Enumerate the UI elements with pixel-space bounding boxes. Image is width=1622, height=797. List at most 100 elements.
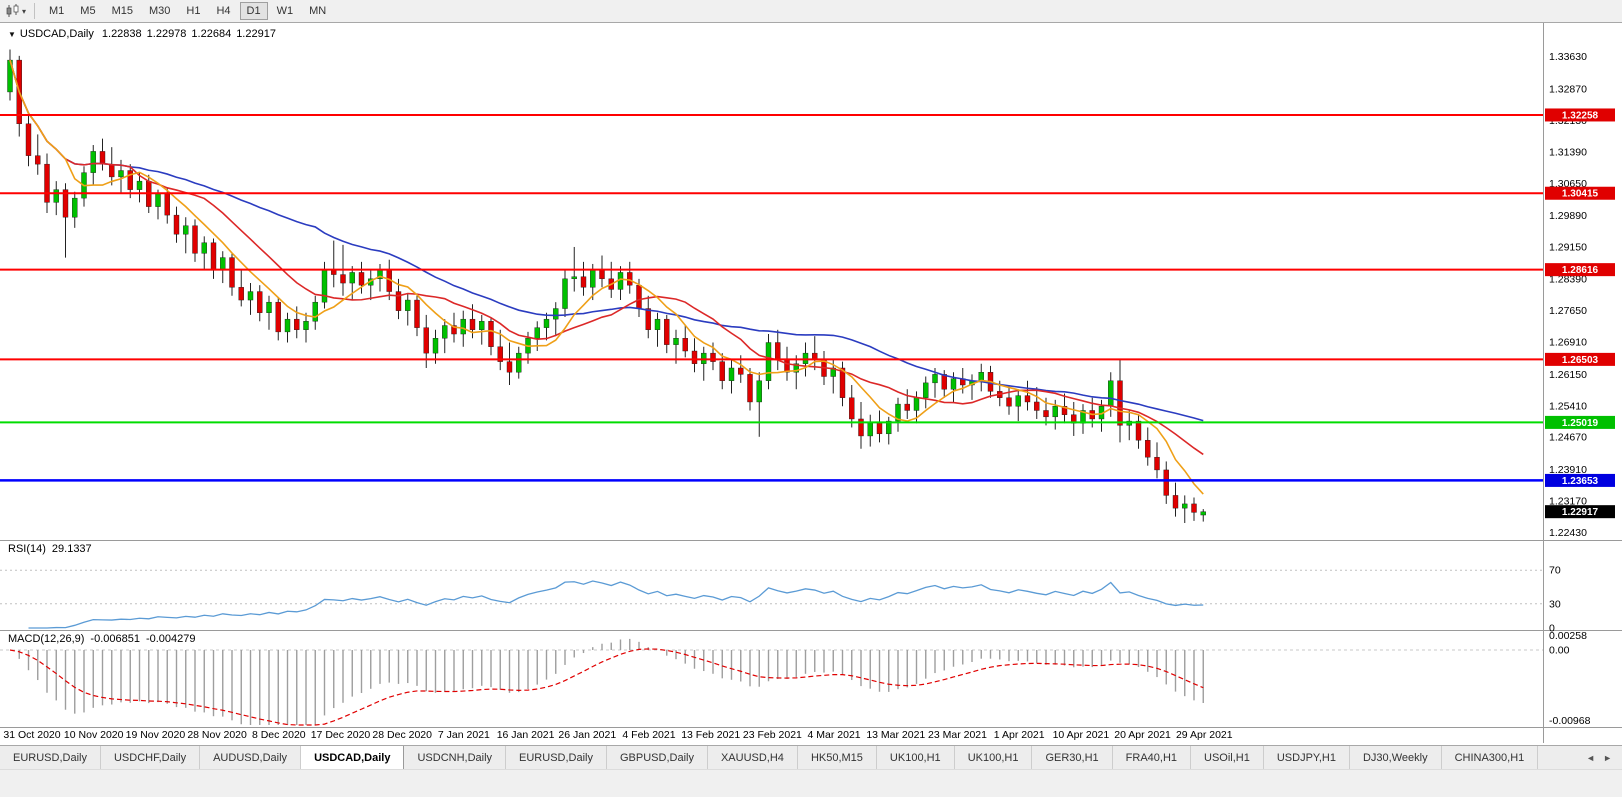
macd-axis-label: -0.00968 bbox=[1549, 715, 1591, 727]
date-label: 1 Apr 2021 bbox=[994, 729, 1045, 741]
price-badge: 1.25019 bbox=[1545, 415, 1615, 429]
tab-dj30-weekly[interactable]: DJ30,Weekly bbox=[1349, 746, 1442, 769]
price-tick: 1.28390 bbox=[1549, 274, 1587, 286]
price-tick: 1.29890 bbox=[1549, 210, 1587, 222]
price-badge: 1.28616 bbox=[1545, 263, 1615, 277]
high-value: 1.22978 bbox=[146, 28, 187, 40]
price-chart[interactable]: 1.336301.328701.321301.313901.306501.298… bbox=[0, 0, 1622, 745]
symbol-timeframe-label: USDCAD,Daily bbox=[19, 28, 94, 40]
tab-fra40-h1[interactable]: FRA40,H1 bbox=[1112, 746, 1192, 769]
timeframe-toolbar: ▾ M1 M5 M15 M30 H1 H4 D1 W1 MN bbox=[0, 0, 1622, 23]
price-badge: 1.32258 bbox=[1545, 108, 1615, 122]
tab-usdjpy-h1[interactable]: USDJPY,H1 bbox=[1263, 746, 1350, 769]
tab-ger30-h1[interactable]: GER30,H1 bbox=[1032, 746, 1113, 769]
rsi-value: 29.1337 bbox=[51, 543, 92, 555]
timeframe-button-m15[interactable]: M15 bbox=[111, 5, 133, 17]
date-label: 7 Jan 2021 bbox=[438, 729, 490, 741]
timeframe-button-m30[interactable]: M30 bbox=[148, 5, 171, 17]
candlestick-chart-icon[interactable] bbox=[4, 3, 22, 19]
macd-axis-label: 0.00 bbox=[1549, 645, 1570, 657]
tab-scroll-right-icon[interactable]: ► bbox=[1603, 752, 1612, 763]
open-value: 1.22838 bbox=[101, 28, 142, 40]
rsi-label: RSI(14) bbox=[8, 543, 46, 555]
timeframe-button-h1[interactable]: H1 bbox=[186, 5, 201, 17]
chart-ohlc-header: ▼ USDCAD,Daily 1.22838 1.22978 1.22684 1.2291… bbox=[8, 28, 281, 40]
svg-text:1.28616: 1.28616 bbox=[1562, 265, 1599, 276]
date-label: 4 Mar 2021 bbox=[808, 729, 861, 741]
date-label: 19 Nov 2020 bbox=[126, 729, 186, 741]
price-tick: 1.26910 bbox=[1549, 337, 1587, 349]
date-label: 23 Feb 2021 bbox=[743, 729, 802, 741]
price-tick: 1.32870 bbox=[1549, 83, 1587, 95]
ma-slow-blue-line bbox=[9, 59, 1204, 422]
date-label: 4 Feb 2021 bbox=[622, 729, 675, 741]
date-label: 10 Apr 2021 bbox=[1053, 729, 1110, 741]
date-label: 8 Dec 2020 bbox=[252, 729, 306, 741]
low-value: 1.22684 bbox=[191, 28, 232, 40]
rsi-axis-label: 0 bbox=[1549, 623, 1555, 635]
close-value: 1.22917 bbox=[236, 28, 276, 40]
tab-usdchf-daily[interactable]: USDCHF,Daily bbox=[100, 746, 201, 769]
tab-eurusd-daily[interactable]: EURUSD,Daily bbox=[506, 746, 607, 769]
tab-scroll-arrows: ◄ ► bbox=[1576, 746, 1622, 769]
macd-header: MACD(12,26,9) -0.006851 -0.004279 bbox=[8, 633, 196, 645]
price-tick: 1.29150 bbox=[1549, 241, 1587, 253]
tab-usdcad-daily[interactable]: USDCAD,Daily bbox=[301, 746, 405, 769]
tab-xauusd-h4[interactable]: XAUUSD,H4 bbox=[707, 746, 798, 769]
price-badge: 1.23653 bbox=[1545, 473, 1615, 487]
tab-uk100-h1[interactable]: UK100,H1 bbox=[954, 746, 1033, 769]
timeframe-button-h4[interactable]: H4 bbox=[216, 5, 231, 17]
tab-audusd-daily[interactable]: AUDUSD,Daily bbox=[200, 746, 302, 769]
date-label: 17 Dec 2020 bbox=[311, 729, 371, 741]
date-label: 20 Apr 2021 bbox=[1114, 729, 1171, 741]
price-tick: 1.23170 bbox=[1549, 495, 1587, 507]
tab-usdcnh-daily[interactable]: USDCNH,Daily bbox=[404, 746, 507, 769]
chart-tab-bar: EURUSD,Daily USDCHF,Daily AUDUSD,Daily USDC… bbox=[0, 745, 1622, 769]
svg-text:1.30415: 1.30415 bbox=[1562, 189, 1599, 200]
ma-fast-orange-line bbox=[9, 59, 1204, 495]
timeframe-button-m1[interactable]: M1 bbox=[49, 5, 65, 17]
macd-label: MACD(12,26,9) bbox=[8, 633, 85, 645]
price-tick: 1.24670 bbox=[1549, 432, 1587, 444]
macd-signal-line bbox=[9, 648, 1204, 726]
tab-eurusd-daily[interactable]: EURUSD,Daily bbox=[0, 746, 101, 769]
price-badge: 1.26503 bbox=[1545, 352, 1615, 366]
svg-text:1.32258: 1.32258 bbox=[1562, 110, 1599, 121]
price-tick: 1.26150 bbox=[1549, 369, 1587, 381]
tab-usoil-h1[interactable]: USOil,H1 bbox=[1191, 746, 1264, 769]
svg-text:1.25019: 1.25019 bbox=[1562, 418, 1599, 429]
rsi-axis-label: 30 bbox=[1549, 598, 1561, 610]
svg-text:1.26503: 1.26503 bbox=[1562, 355, 1599, 366]
rsi-line bbox=[28, 580, 1204, 629]
date-label: 28 Nov 2020 bbox=[187, 729, 247, 741]
tab-hk50-m15[interactable]: HK50,M15 bbox=[797, 746, 877, 769]
symbol-menu-icon[interactable]: ▼ bbox=[8, 30, 16, 39]
price-tick: 1.25410 bbox=[1549, 400, 1587, 412]
timeframe-button-m5[interactable]: M5 bbox=[80, 5, 96, 17]
macd-main-value: -0.006851 bbox=[90, 633, 140, 645]
tab-china300-h1[interactable]: CHINA300,H1 bbox=[1441, 746, 1539, 769]
chart-tabs: EURUSD,Daily USDCHF,Daily AUDUSD,Daily USDC… bbox=[0, 746, 1539, 769]
rsi-axis-label: 70 bbox=[1549, 565, 1561, 577]
timeframe-buttons: M1 M5 M15 M30 H1 H4 D1 W1 MN bbox=[41, 2, 334, 20]
tab-gbpusd-daily[interactable]: GBPUSD,Daily bbox=[607, 746, 708, 769]
price-badge: 1.22917 bbox=[1545, 505, 1615, 519]
tab-scroll-left-icon[interactable]: ◄ bbox=[1586, 752, 1596, 763]
date-label: 23 Mar 2021 bbox=[928, 729, 987, 741]
chart-type-dropdown-caret[interactable]: ▾ bbox=[22, 6, 27, 16]
svg-text:1.22917: 1.22917 bbox=[1562, 507, 1599, 518]
timeframe-button-w1[interactable]: W1 bbox=[276, 5, 294, 17]
price-tick: 1.33630 bbox=[1549, 51, 1587, 63]
toolbar-separator bbox=[34, 3, 36, 19]
macd-axis-label: 0.00258 bbox=[1549, 630, 1587, 642]
date-label: 29 Apr 2021 bbox=[1176, 729, 1233, 741]
timeframe-button-d1[interactable]: D1 bbox=[239, 2, 268, 20]
candlestick-series bbox=[7, 49, 1206, 524]
price-badge: 1.30415 bbox=[1545, 186, 1615, 200]
date-label: 16 Jan 2021 bbox=[497, 729, 555, 741]
tab-uk100-h1[interactable]: UK100,H1 bbox=[876, 746, 955, 769]
timeframe-button-mn[interactable]: MN bbox=[309, 5, 327, 17]
price-tick: 1.27650 bbox=[1549, 305, 1587, 317]
date-label: 26 Jan 2021 bbox=[558, 729, 616, 741]
